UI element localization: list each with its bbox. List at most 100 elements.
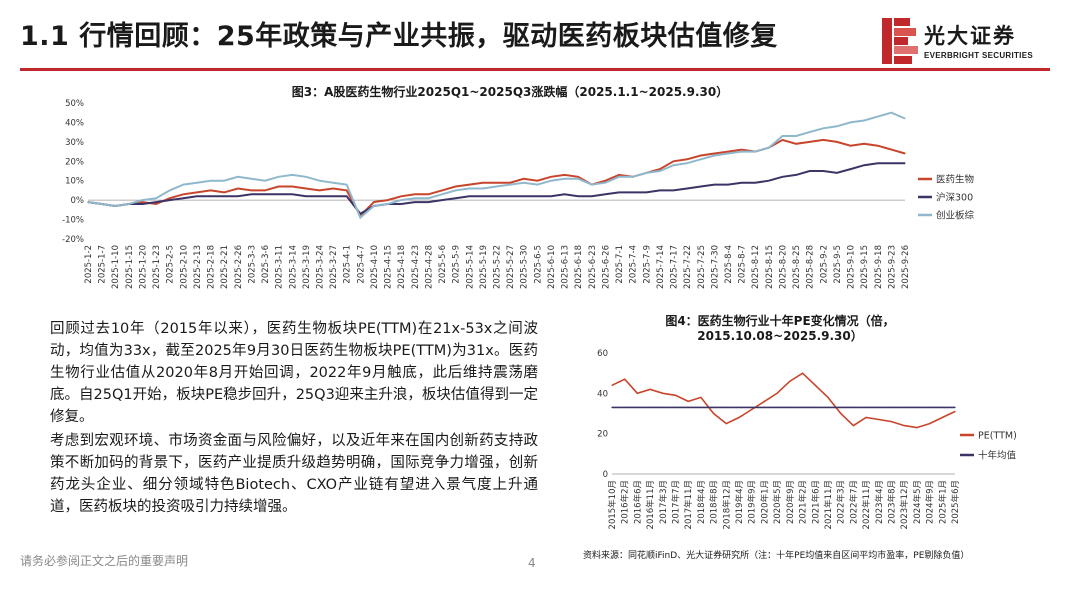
- x-tick-label: 2025-9-15: [860, 245, 870, 289]
- data-point: [264, 193, 266, 195]
- series-line-1: [87, 162, 905, 215]
- data-point: [346, 195, 348, 197]
- data-point: [624, 406, 626, 408]
- header-divider: [20, 68, 1050, 71]
- data-point: [727, 151, 729, 153]
- data-point: [863, 143, 865, 145]
- x-tick-label: 2025-8-12: [751, 245, 761, 289]
- x-tick-label: 2025-6-23: [588, 245, 598, 289]
- data-point: [836, 141, 838, 143]
- data-point: [468, 195, 470, 197]
- data-point: [649, 406, 651, 408]
- data-point: [795, 143, 797, 145]
- data-point: [455, 197, 457, 199]
- x-tick-label: 2023年4月: [874, 480, 885, 524]
- data-point: [264, 189, 266, 191]
- data-point: [523, 195, 525, 197]
- data-point: [223, 195, 225, 197]
- data-point: [250, 193, 252, 195]
- x-tick-label: 2025-3-14: [288, 245, 298, 289]
- x-tick-label: 2025-3-24: [315, 245, 325, 289]
- data-point: [636, 406, 639, 408]
- data-point: [264, 180, 266, 182]
- data-point: [836, 172, 838, 174]
- data-point: [577, 178, 579, 180]
- data-point: [455, 185, 457, 188]
- data-point: [827, 406, 829, 408]
- y-tick-label: 50%: [65, 99, 84, 109]
- data-point: [916, 406, 918, 408]
- data-point: [210, 195, 212, 197]
- x-tick-label: 2025年6月: [950, 480, 961, 524]
- data-point: [441, 193, 443, 195]
- y-tick-label: 20: [597, 430, 608, 440]
- data-point: [700, 158, 702, 160]
- x-tick-label: 2025-9-10: [847, 245, 857, 289]
- data-point: [400, 199, 402, 201]
- data-point: [741, 149, 743, 151]
- data-point: [482, 182, 484, 184]
- data-point: [196, 182, 198, 184]
- x-tick-label: 2025-5-22: [493, 245, 503, 289]
- data-point: [877, 116, 879, 118]
- x-tick-label: 2025-9-18: [874, 245, 884, 289]
- data-point: [849, 168, 852, 170]
- x-tick-label: 2025-4-18: [397, 245, 407, 289]
- data-point: [768, 180, 770, 182]
- y-tick-label: 40%: [65, 118, 84, 128]
- data-point: [441, 189, 443, 191]
- data-point: [509, 182, 511, 184]
- data-point: [916, 427, 918, 429]
- y-tick-label: 0%: [71, 196, 85, 206]
- data-point: [751, 406, 753, 408]
- everbright-logo-icon: [882, 18, 918, 64]
- data-point: [725, 406, 727, 408]
- x-tick-label: 2025-8-4: [724, 245, 734, 284]
- data-point: [890, 406, 893, 408]
- data-point: [482, 187, 484, 190]
- data-point: [237, 195, 239, 197]
- x-tick-label: 2018年4月: [696, 480, 707, 524]
- data-point: [523, 178, 525, 180]
- data-point: [713, 152, 716, 155]
- y-tick-label: -10%: [62, 216, 84, 226]
- data-point: [196, 195, 198, 197]
- x-tick-label: 2025-7-22: [683, 245, 693, 289]
- data-point: [346, 184, 348, 186]
- x-tick-label: 2025-8-25: [792, 245, 802, 289]
- x-tick-label: 2025-5-30: [520, 245, 530, 289]
- data-point: [929, 423, 931, 425]
- data-point: [852, 425, 855, 427]
- data-point: [101, 203, 103, 205]
- data-point: [781, 139, 784, 141]
- x-tick-label: 2015年10月: [607, 480, 618, 529]
- source-note: 资料来源：同花顺iFinD、光大证券研究所（注：十年PE均值来自区间平均市盈率，…: [583, 551, 970, 561]
- data-point: [903, 406, 905, 408]
- x-tick-label: 2025-7-1: [615, 245, 625, 284]
- data-point: [814, 406, 816, 408]
- x-tick-label: 2021年6月: [810, 480, 821, 524]
- data-point: [278, 193, 280, 195]
- x-tick-label: 2025-7-9: [642, 245, 652, 284]
- data-point: [427, 197, 429, 199]
- data-point: [611, 384, 613, 386]
- x-tick-label: 2025-7-30: [710, 245, 720, 289]
- data-point: [523, 182, 525, 184]
- x-tick-label: 2025-5-6: [438, 245, 448, 284]
- x-tick-label: 2025-3-6: [261, 245, 271, 284]
- y-tick-label: 20%: [65, 157, 84, 167]
- data-point: [863, 119, 865, 122]
- data-point: [776, 406, 778, 408]
- data-point: [662, 406, 664, 408]
- x-tick-label: 2025-6-5: [533, 245, 543, 284]
- data-point: [414, 201, 416, 203]
- chart1-returns: 50% 40% 30% 20% 10% 0% -10% -20%2025-1-2 2025-1-…: [62, 99, 974, 289]
- y-tick-label: 30%: [65, 138, 84, 148]
- data-point: [781, 176, 784, 178]
- data-point: [840, 406, 842, 408]
- data-point: [427, 201, 429, 203]
- data-point: [659, 189, 661, 191]
- x-tick-label: 2022年11月: [861, 480, 872, 529]
- data-point: [713, 184, 716, 186]
